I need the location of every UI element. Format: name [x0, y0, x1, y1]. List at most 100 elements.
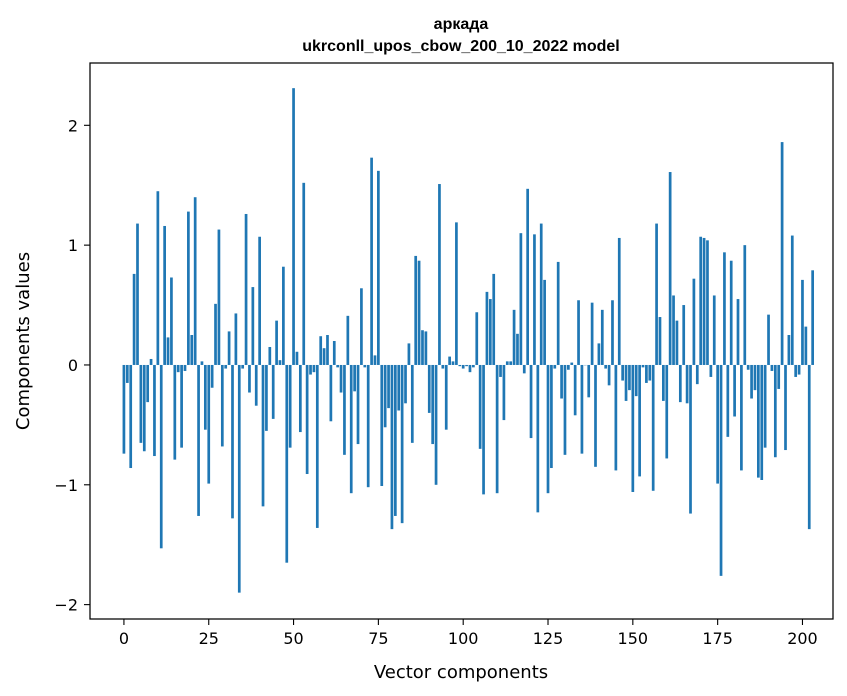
bar	[580, 364, 584, 454]
bar	[729, 260, 733, 365]
bar	[360, 288, 363, 365]
bar	[801, 279, 804, 365]
bar	[597, 343, 601, 365]
bar	[499, 364, 502, 377]
bar	[675, 320, 679, 365]
bar	[288, 364, 292, 448]
y-tick-label: −1	[54, 476, 78, 495]
bar	[248, 364, 251, 393]
bar	[142, 364, 146, 452]
bar	[736, 299, 740, 365]
bar	[326, 335, 329, 365]
bar	[448, 356, 451, 365]
x-tick-label: 175	[702, 629, 733, 648]
bar	[770, 364, 774, 371]
bar	[190, 335, 194, 365]
bar	[404, 364, 407, 404]
bar	[441, 364, 445, 369]
bar	[780, 142, 784, 365]
bar	[200, 361, 204, 365]
x-axis-ticks: 0 25 50 75 100 125 150 175 200	[119, 619, 818, 648]
bar	[655, 223, 658, 365]
bar	[563, 364, 567, 455]
bar	[458, 364, 462, 367]
bar	[393, 364, 397, 516]
bar	[573, 364, 577, 416]
bar	[678, 364, 682, 403]
bars-group	[122, 88, 814, 593]
bar	[349, 364, 353, 494]
bar	[773, 364, 777, 458]
bar	[706, 240, 709, 365]
x-tick-label: 100	[448, 629, 479, 648]
bar	[787, 335, 791, 365]
bar	[336, 364, 340, 368]
bar	[790, 235, 794, 365]
bar	[631, 364, 635, 492]
bar	[658, 317, 662, 365]
bar	[295, 351, 299, 365]
x-tick-label: 200	[787, 629, 818, 648]
bar	[234, 313, 238, 365]
bar	[410, 364, 414, 443]
bar	[570, 362, 574, 365]
bar	[614, 364, 618, 471]
y-tick-label: 2	[68, 116, 78, 135]
bar	[139, 364, 143, 443]
bar	[546, 364, 550, 494]
x-tick-label: 0	[119, 629, 129, 648]
bar	[455, 222, 458, 365]
bar	[685, 364, 689, 404]
bar	[129, 364, 133, 469]
bar	[794, 364, 798, 377]
bar	[187, 211, 190, 365]
bar	[543, 279, 546, 365]
bar	[414, 255, 418, 365]
bar	[271, 364, 275, 419]
bar	[163, 225, 166, 365]
bar	[363, 364, 367, 368]
bar	[807, 364, 811, 530]
bar	[407, 343, 411, 365]
bar	[634, 364, 638, 397]
bar	[590, 302, 594, 365]
bar	[268, 346, 272, 365]
bar	[343, 364, 346, 455]
bar	[502, 364, 506, 421]
bar	[390, 364, 394, 530]
bar	[743, 245, 747, 365]
bar	[760, 364, 764, 480]
bar	[672, 295, 675, 365]
bar	[526, 188, 530, 365]
bar	[600, 309, 604, 365]
bar	[682, 305, 686, 365]
bar	[495, 364, 499, 494]
bar	[278, 360, 282, 365]
bar	[370, 157, 373, 365]
bar	[648, 364, 652, 381]
bar	[170, 277, 173, 365]
bar	[329, 364, 333, 422]
bar	[431, 364, 435, 445]
bar	[607, 364, 611, 386]
bar	[740, 364, 743, 471]
bar	[312, 364, 316, 373]
bar	[193, 197, 197, 365]
bar	[723, 252, 726, 365]
bar	[231, 364, 234, 519]
bar	[251, 287, 255, 365]
bar	[797, 364, 801, 375]
x-tick-label: 125	[533, 629, 564, 648]
bar	[444, 364, 448, 430]
bar	[702, 237, 706, 365]
bar	[305, 364, 309, 475]
bar	[377, 170, 380, 365]
bar	[427, 364, 431, 413]
bar	[485, 291, 489, 365]
bar	[695, 364, 699, 385]
y-tick-label: −2	[54, 596, 78, 615]
bar	[505, 361, 509, 365]
bar	[383, 364, 387, 428]
bar	[149, 358, 153, 365]
